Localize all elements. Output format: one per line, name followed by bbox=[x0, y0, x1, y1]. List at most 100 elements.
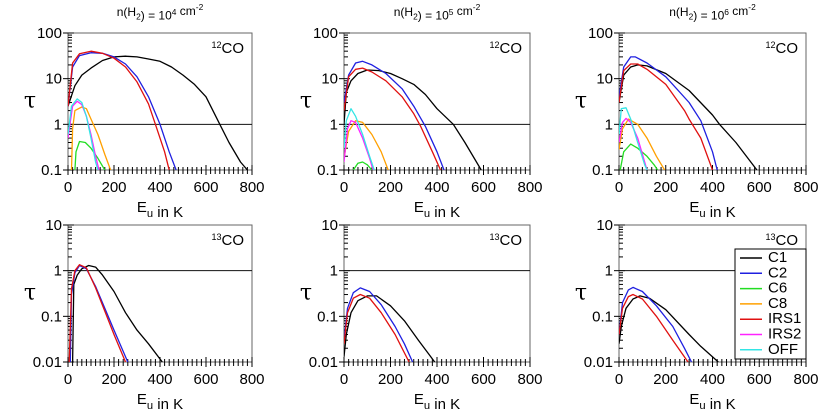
x-tick-label: 200 bbox=[653, 179, 678, 196]
y-tick-label: 10 bbox=[596, 217, 613, 234]
x-tick-label: 200 bbox=[378, 371, 403, 388]
legend-label: C2 bbox=[768, 264, 787, 281]
y-tick-label: 100 bbox=[37, 25, 62, 42]
y-axis-label: τ bbox=[575, 281, 587, 306]
legend-label: IRS2 bbox=[768, 326, 801, 343]
series-line-c1 bbox=[344, 295, 436, 362]
series-line-c8 bbox=[344, 120, 389, 170]
y-tick-label: 1 bbox=[605, 116, 613, 133]
x-tick-label: 0 bbox=[340, 371, 348, 388]
x-axis-label: Eu in K bbox=[137, 391, 183, 413]
y-axis-label: τ bbox=[24, 89, 36, 114]
series-line-irs1 bbox=[344, 67, 442, 170]
series-line-irs1 bbox=[68, 50, 170, 170]
legend-label: IRS1 bbox=[768, 310, 801, 327]
series-line-irs1 bbox=[619, 63, 714, 170]
y-tick-label: 1 bbox=[330, 116, 338, 133]
panel-12co-2: 0 200 400 600 800 0.1 1 10 100 τ Eu in K 12CO bbox=[300, 25, 543, 221]
x-tick-label: 600 bbox=[471, 371, 496, 388]
y-axis-label: τ bbox=[24, 281, 36, 306]
series-group bbox=[619, 286, 719, 362]
series-line-irs1 bbox=[344, 293, 410, 362]
x-tick-label: 200 bbox=[653, 371, 678, 388]
y-tick-label: 10 bbox=[596, 71, 613, 88]
legend-label: C6 bbox=[768, 280, 787, 297]
series-line-c8 bbox=[619, 118, 666, 170]
series-line-c1 bbox=[68, 55, 248, 170]
series-line-off bbox=[619, 107, 648, 170]
y-tick-label: 1 bbox=[605, 263, 613, 280]
panel-13co-1: 0 200 400 600 800 0.01 0.1 1 10 τ Eu in K 13CO bbox=[24, 217, 265, 413]
panel-13co-3: 0 200 400 600 800 0.01 0.1 1 10 τ Eu in K 13CO bbox=[575, 217, 819, 413]
y-tick-label: 1 bbox=[54, 263, 62, 280]
panel-13co-2: 0 200 400 600 800 0.01 0.1 1 10 τ Eu in K 13CO bbox=[300, 217, 543, 413]
series-line-off bbox=[344, 108, 375, 170]
y-axis-label: τ bbox=[575, 89, 587, 114]
isotope-label: 13CO bbox=[489, 232, 522, 249]
series-line-c8 bbox=[70, 106, 112, 170]
x-tick-label: 800 bbox=[517, 179, 542, 196]
x-tick-label: 800 bbox=[517, 371, 542, 388]
series-group bbox=[344, 287, 436, 362]
x-tick-label: 400 bbox=[147, 179, 172, 196]
y-tick-label: 0.01 bbox=[33, 354, 62, 371]
series-line-c1 bbox=[619, 295, 719, 362]
y-tick-label: 0.1 bbox=[317, 308, 338, 325]
x-tick-label: 400 bbox=[147, 371, 172, 388]
y-tick-label: 0.1 bbox=[41, 162, 62, 179]
y-tick-label: 10 bbox=[321, 71, 338, 88]
series-group bbox=[68, 50, 248, 170]
y-tick-label: 10 bbox=[45, 71, 62, 88]
y-tick-label: 0.01 bbox=[584, 354, 613, 371]
x-tick-label: 0 bbox=[64, 179, 72, 196]
x-tick-label: 0 bbox=[340, 179, 348, 196]
x-tick-label: 400 bbox=[700, 371, 725, 388]
x-tick-label: 800 bbox=[239, 371, 264, 388]
column-title: n(H2) = 105 cm-2 bbox=[394, 2, 481, 23]
x-axis-label: Eu in K bbox=[689, 391, 735, 413]
series-line-irs1 bbox=[68, 264, 127, 362]
y-tick-label: 0.1 bbox=[41, 308, 62, 325]
panel-12co-1: 0 200 400 600 800 0.1 1 10 100 τ Eu in K 12CO bbox=[24, 25, 265, 221]
series-line-c6 bbox=[619, 143, 659, 170]
series-line-c6 bbox=[74, 140, 106, 170]
series-line-c2 bbox=[344, 60, 445, 170]
x-tick-label: 200 bbox=[101, 179, 126, 196]
y-tick-label: 1 bbox=[54, 116, 62, 133]
series-group bbox=[68, 264, 163, 362]
isotope-label: 12CO bbox=[765, 40, 798, 57]
y-axis-label: τ bbox=[300, 89, 312, 114]
y-tick-label: 0.01 bbox=[309, 354, 338, 371]
y-axis-label: τ bbox=[300, 281, 312, 306]
x-tick-label: 600 bbox=[471, 179, 496, 196]
x-tick-label: 600 bbox=[747, 179, 772, 196]
isotope-label: 13CO bbox=[765, 232, 798, 249]
y-tick-label: 10 bbox=[321, 217, 338, 234]
x-tick-label: 400 bbox=[424, 371, 449, 388]
x-tick-label: 600 bbox=[747, 371, 772, 388]
legend-label: C8 bbox=[768, 295, 787, 312]
y-tick-label: 100 bbox=[588, 25, 613, 42]
x-tick-label: 200 bbox=[101, 371, 126, 388]
series-line-c2 bbox=[344, 287, 414, 362]
isotope-label: 12CO bbox=[211, 40, 244, 57]
x-axis-label: Eu in K bbox=[689, 199, 735, 221]
x-tick-label: 0 bbox=[64, 371, 72, 388]
x-tick-label: 400 bbox=[700, 179, 725, 196]
x-tick-label: 800 bbox=[793, 179, 818, 196]
x-tick-label: 200 bbox=[378, 179, 403, 196]
y-tick-label: 100 bbox=[313, 25, 338, 42]
series-line-c2 bbox=[619, 56, 718, 170]
x-axis-label: Eu in K bbox=[137, 199, 183, 221]
series-line-c1 bbox=[344, 69, 482, 170]
x-tick-label: 600 bbox=[193, 179, 218, 196]
x-tick-label: 600 bbox=[193, 371, 218, 388]
y-tick-label: 0.1 bbox=[317, 162, 338, 179]
y-tick-label: 0.1 bbox=[592, 308, 613, 325]
x-tick-label: 800 bbox=[239, 179, 264, 196]
series-line-c6 bbox=[352, 161, 373, 170]
legend-label: C1 bbox=[768, 249, 787, 266]
isotope-label: 13CO bbox=[211, 232, 244, 249]
